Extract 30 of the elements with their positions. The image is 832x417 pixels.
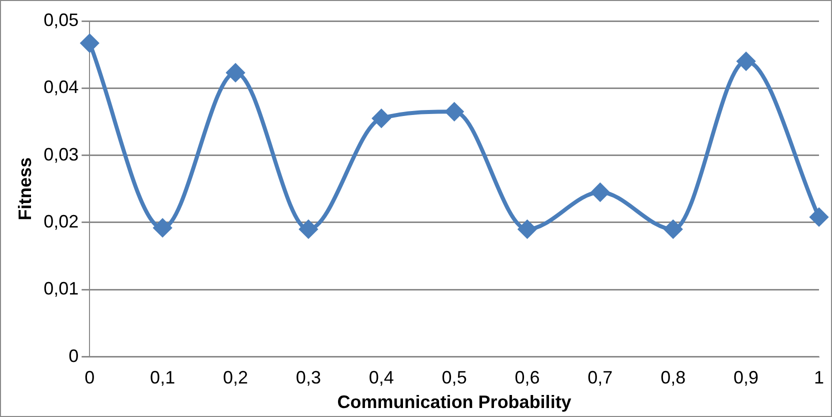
x-axis-title: Communication Probability xyxy=(337,392,572,412)
x-tick-label: 0 xyxy=(84,368,95,388)
point xyxy=(299,220,318,238)
x-tick-label: 1 xyxy=(814,368,824,388)
point xyxy=(445,102,464,121)
x-tick-label: 0,3 xyxy=(296,368,321,388)
y-tick-label: 0 xyxy=(68,346,79,366)
point xyxy=(80,34,99,52)
point xyxy=(154,218,172,237)
point xyxy=(737,52,756,70)
y-tick-label: 0,03 xyxy=(44,144,79,164)
y-tick-label: 0,01 xyxy=(44,278,79,299)
x-tick-label: 0,6 xyxy=(514,368,540,388)
point xyxy=(226,64,245,82)
x-tick-label: 0,9 xyxy=(734,368,759,388)
x-tick-label: 0,1 xyxy=(150,368,176,388)
point xyxy=(518,220,536,238)
y-tick-label: 0,04 xyxy=(44,77,79,98)
x-tick-label: 0,2 xyxy=(222,368,248,388)
point xyxy=(372,109,390,128)
y-tick-label: 0,02 xyxy=(44,211,79,232)
x-tick-label: 0,5 xyxy=(442,368,467,388)
point xyxy=(810,208,828,226)
point xyxy=(664,220,682,238)
x-tick-label: 0,8 xyxy=(660,368,686,388)
x-tick-label: 0,7 xyxy=(588,368,613,388)
y-axis-title: Fitness xyxy=(14,157,35,220)
x-tick-label: 0,4 xyxy=(368,368,394,388)
y-tick-label: 0,05 xyxy=(44,10,79,30)
point xyxy=(591,183,610,202)
